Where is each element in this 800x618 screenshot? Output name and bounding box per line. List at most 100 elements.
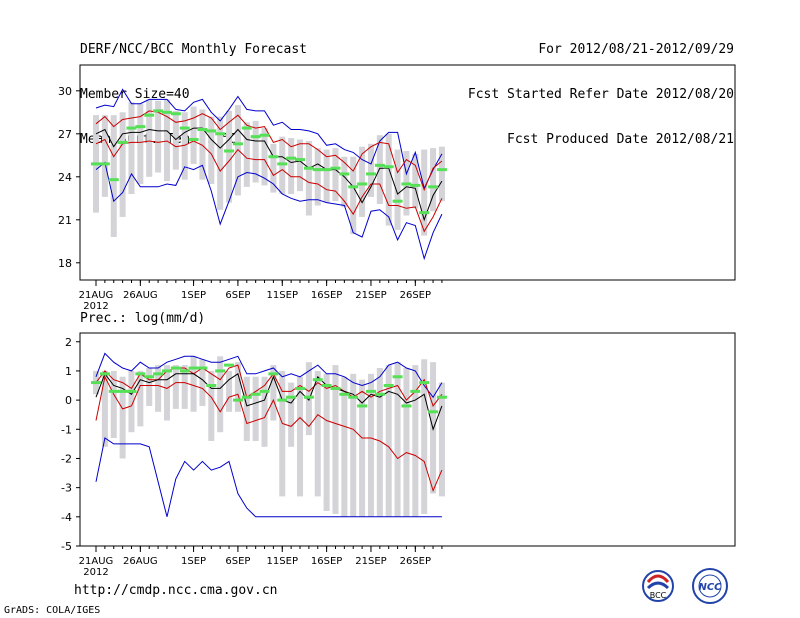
prec-ytick-label: -1	[61, 423, 72, 436]
temp-obs-marker	[206, 129, 217, 133]
temp-min-line	[95, 161, 443, 261]
temp-obs-marker	[312, 168, 323, 172]
prec-frame	[79, 332, 736, 547]
temp-obs-marker	[224, 149, 235, 153]
temp-spread-bar	[243, 122, 250, 187]
prec-obs-marker	[179, 369, 190, 373]
prec-obs-marker	[250, 392, 261, 396]
prec-obs-marker	[206, 384, 217, 388]
temp-spread-bar	[137, 103, 144, 184]
prec-ytick-label: -2	[61, 452, 72, 465]
temp-spread-bar	[110, 115, 117, 237]
temp-spread-bar	[341, 156, 348, 207]
prec-spread-bar	[199, 359, 206, 406]
temp-obs-marker	[91, 162, 101, 166]
prec-ytick-label: 2	[65, 336, 72, 349]
temp-obs-marker	[108, 178, 119, 182]
temp-spread-bar	[146, 99, 153, 177]
temp-spread-bar	[394, 149, 401, 230]
prec-xtick-label: 21SEP	[355, 556, 386, 567]
temp-ytick-label: 21	[58, 214, 72, 227]
prec-spread-bar	[155, 365, 162, 412]
temp-obs-marker	[117, 140, 128, 144]
temp-spread-bar	[376, 135, 383, 205]
prec-xtick-label: 21AUG	[79, 556, 114, 567]
temp-obs-marker	[286, 156, 297, 160]
prec-spread-bar	[297, 376, 304, 497]
temp-spread-bar	[367, 143, 374, 197]
temp-spread-bar	[261, 128, 268, 186]
prec-p90-line	[95, 364, 443, 407]
temp-spread-bar	[270, 143, 277, 193]
prec-spread-bar	[217, 356, 224, 433]
prec-spread-bar	[279, 370, 286, 497]
temp-obs-marker	[383, 165, 394, 169]
temp-obs-marker	[144, 113, 155, 117]
prec-spread-bar	[359, 379, 366, 517]
temp-obs-marker	[179, 126, 190, 130]
temp-spread-bar	[226, 110, 233, 203]
temp-obs-marker	[135, 125, 146, 129]
prec-ytick-label: 0	[65, 394, 72, 407]
temp-spread-bar	[332, 148, 339, 202]
prec-ytick-label: -4	[61, 511, 72, 524]
temp-spread-bar	[430, 148, 437, 212]
temp-spread-bar	[208, 116, 215, 184]
temp-obs-marker	[241, 126, 252, 130]
header-started-date: Fcst Started Refer Date 2012/08/20	[467, 87, 734, 102]
prec-obs-marker	[303, 395, 314, 399]
prec-spread-bar	[146, 368, 153, 406]
temp-spread-bar	[438, 146, 445, 202]
prec-spread-bar	[163, 365, 170, 421]
prec-ytick-label: 1	[65, 365, 72, 378]
prec-spread-bar	[270, 365, 277, 421]
prec-obs-marker	[321, 384, 332, 388]
temp-obs-marker	[392, 199, 403, 203]
prec-obs-marker	[215, 369, 226, 373]
prec-spread-bar	[314, 370, 321, 497]
temp-year-label: 2012	[83, 301, 108, 312]
temp-obs-marker	[321, 168, 332, 172]
temp-spread-bar	[385, 133, 392, 226]
prec-obs-marker	[286, 395, 297, 399]
temp-spread-bar	[288, 138, 295, 194]
temp-spread-bar	[172, 110, 179, 170]
temp-obs-marker	[99, 162, 110, 166]
temp-obs-marker	[339, 172, 350, 176]
temp-spread-bar	[101, 115, 108, 197]
prec-obs-marker	[170, 366, 181, 370]
prec-obs-marker	[135, 372, 146, 376]
prec-spread-bar	[412, 365, 419, 517]
bcc-logo-text: BCC	[650, 591, 667, 600]
header-produced-date: Fcst Produced Date 2012/08/21	[507, 132, 734, 147]
prec-spread-bar	[403, 368, 410, 517]
prec-obs-marker	[259, 389, 270, 393]
prec-obs-marker	[188, 366, 199, 370]
prec-spread-bar	[226, 370, 233, 412]
prec-obs-marker	[312, 378, 323, 382]
temp-obs-marker	[401, 182, 412, 186]
temp-obs-marker	[410, 183, 421, 187]
prec-ytick-label: -3	[61, 482, 72, 495]
prec-obs-marker	[357, 404, 368, 408]
temp-obs-marker	[215, 132, 226, 136]
temp-xtick-label: 26AUG	[123, 290, 158, 301]
prec-obs-marker	[330, 386, 341, 390]
prec-spread-bar	[376, 368, 383, 517]
temp-spread-bar	[128, 102, 135, 194]
header-period: For 2012/08/21-2012/09/29	[538, 42, 734, 57]
source-url[interactable]: http://cmdp.ncc.cma.gov.cn	[74, 583, 278, 598]
prec-spread-bar	[208, 370, 215, 441]
temp-spread-bar	[314, 148, 321, 206]
temp-obs-marker	[277, 162, 288, 166]
prec-spread-bar	[234, 362, 241, 412]
prec-spread-bar	[350, 373, 357, 517]
temp-spread-bar	[412, 153, 419, 209]
bcc-logo: BCC	[642, 570, 674, 602]
prec-obs-marker	[144, 375, 155, 379]
prec-obs-marker	[126, 389, 137, 393]
prec-spread-bar	[367, 373, 374, 517]
prec-spread-bar	[119, 376, 126, 459]
temp-spread-bar	[252, 120, 259, 183]
temp-xtick-label: 26SEP	[400, 290, 431, 301]
